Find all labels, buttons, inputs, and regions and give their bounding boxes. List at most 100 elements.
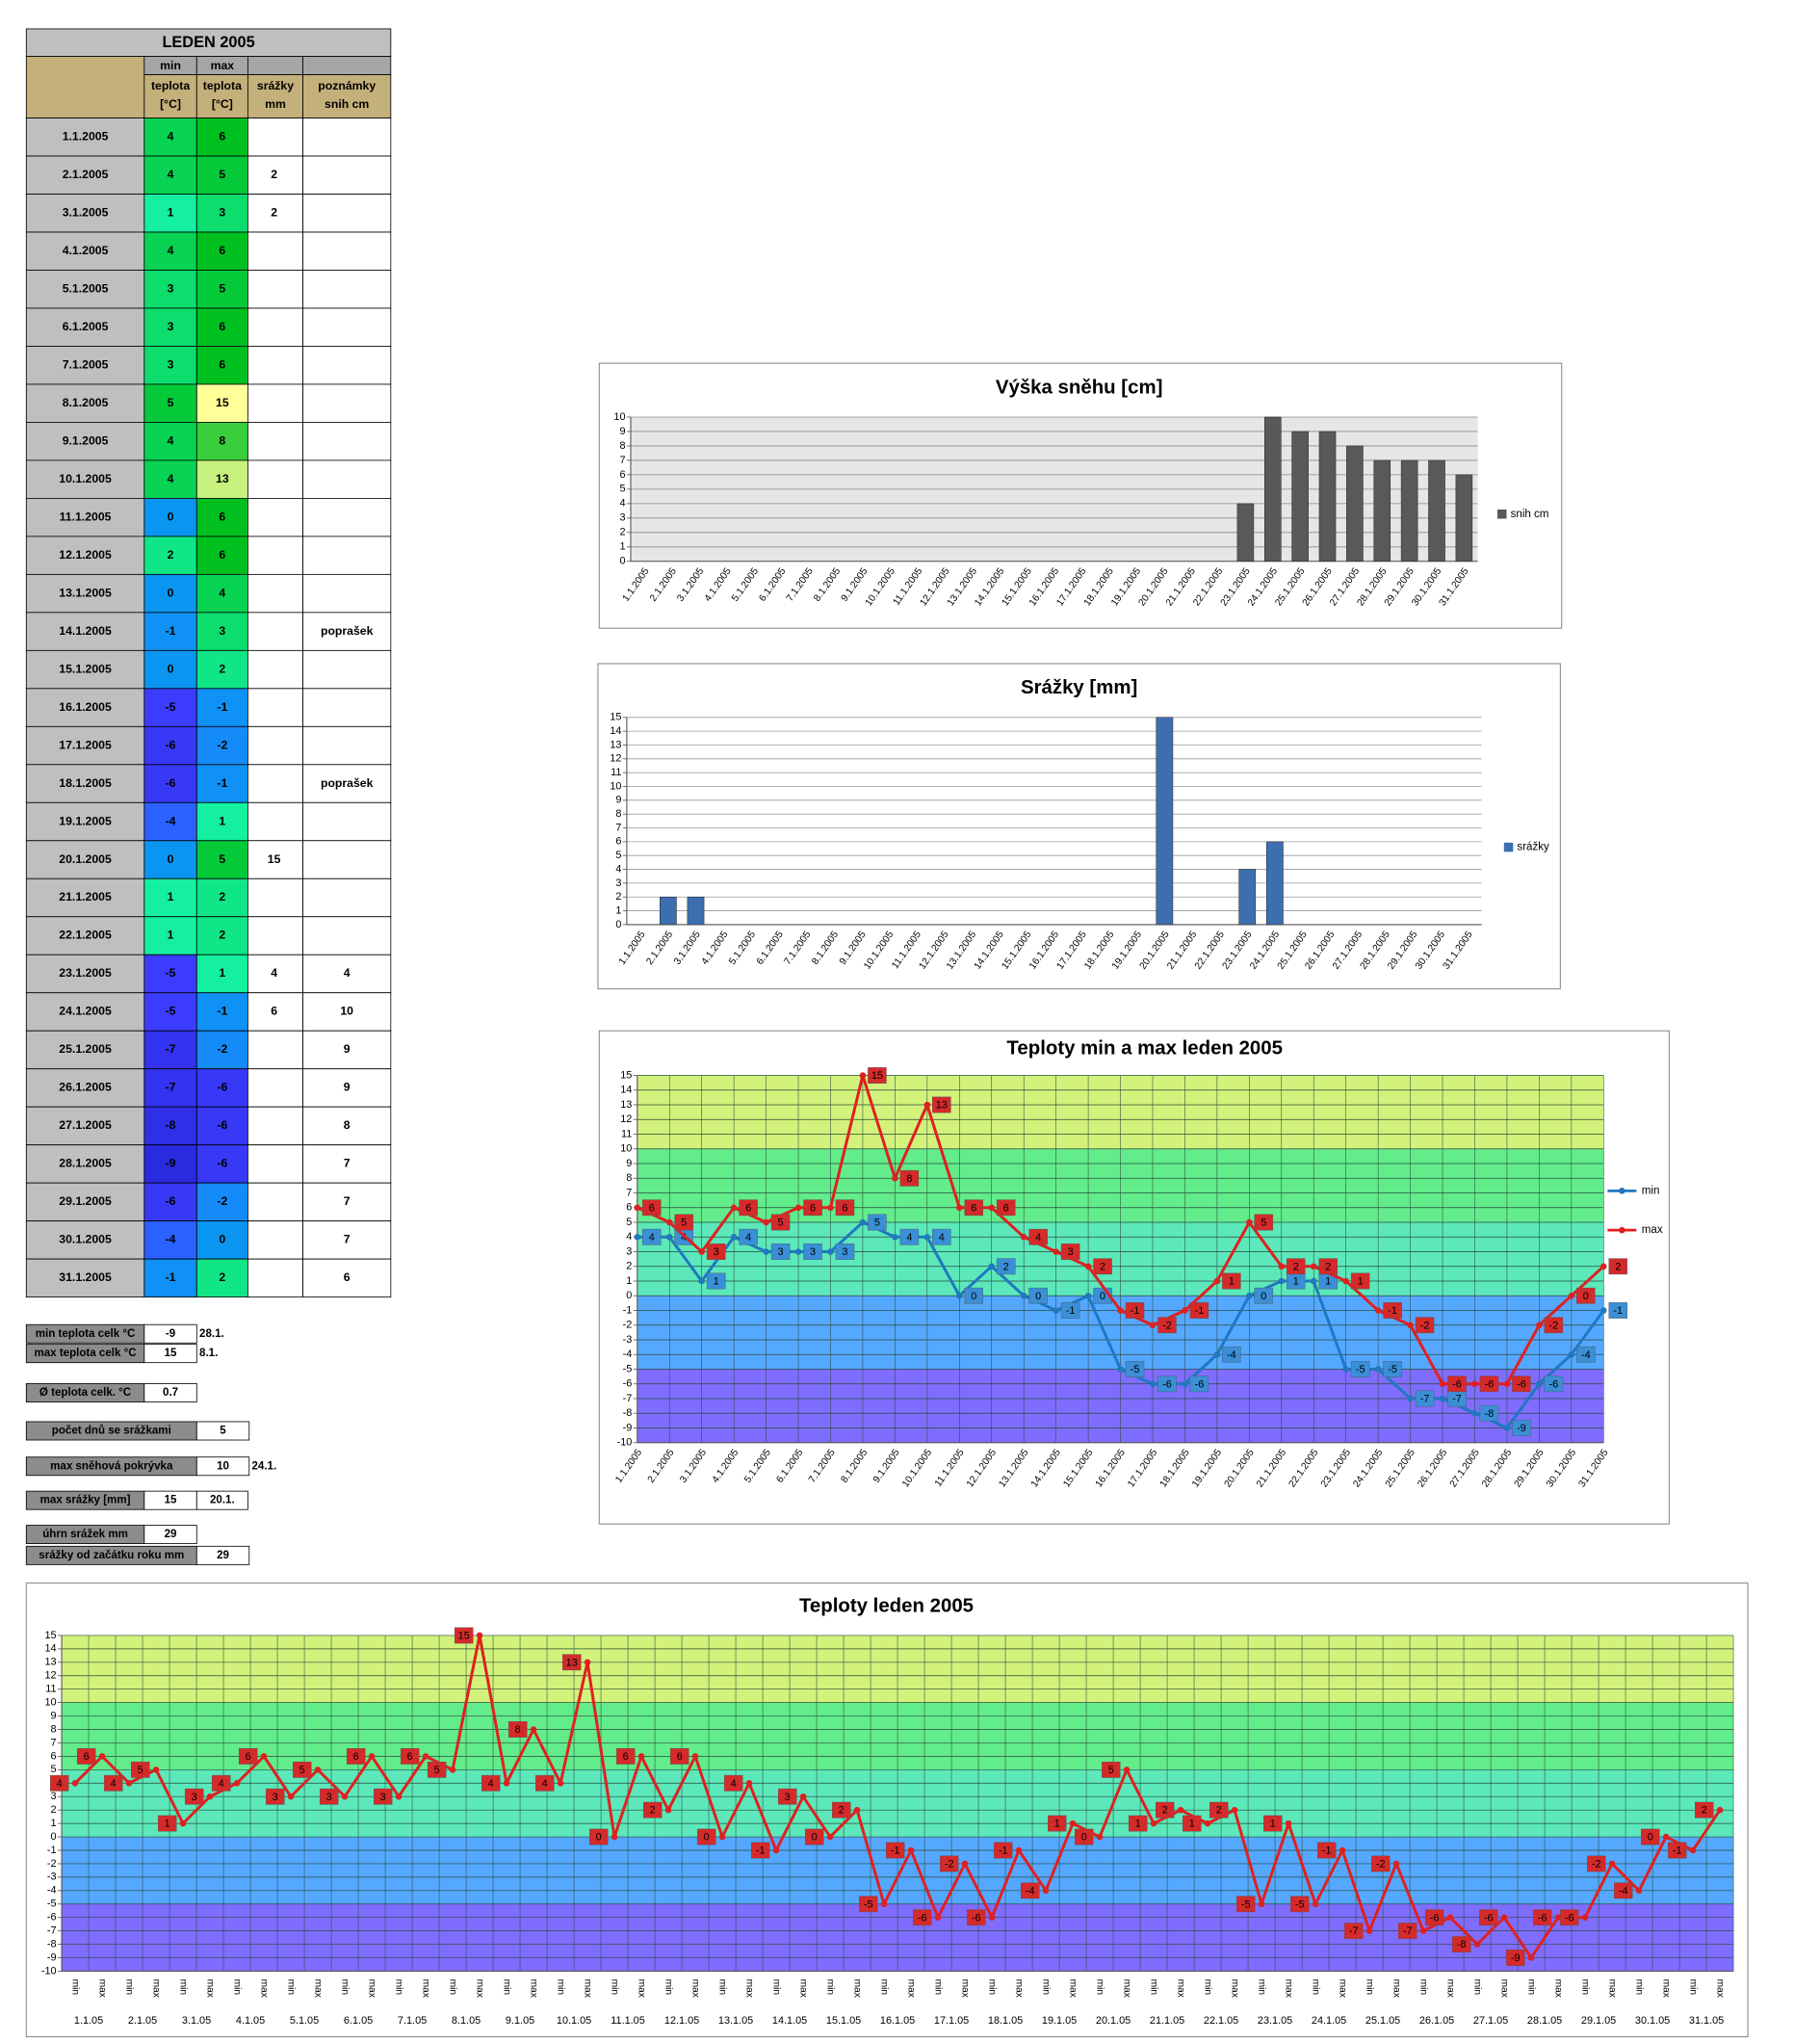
x-tick-label: min (1687, 1979, 1698, 1996)
x-tick-label: max (474, 1979, 484, 1998)
table-cell (143, 649, 197, 690)
data-label: 4 (111, 1778, 117, 1790)
table-cell (247, 1106, 303, 1146)
x-group-label: 17.1.05 (934, 2015, 969, 2027)
x-tick-label: max (1606, 1979, 1617, 1998)
data-label: 0 (1035, 1291, 1041, 1302)
marker (395, 1793, 403, 1800)
data-label-box (777, 1788, 797, 1805)
data-label-box (1383, 1302, 1402, 1319)
summary-value: 0.7 (163, 1387, 178, 1399)
summary-value-cell (143, 1323, 197, 1344)
data-label: -6 (1485, 1378, 1495, 1390)
data-label-box (1370, 1855, 1391, 1872)
marker (530, 1726, 537, 1733)
data-label: 3 (192, 1792, 197, 1803)
x-tick-label: max (1121, 1979, 1131, 1998)
data-label-box (238, 1748, 258, 1765)
marker (1503, 1380, 1511, 1388)
marker (476, 1632, 483, 1639)
y-tick-label: -8 (623, 1407, 633, 1419)
marker (763, 1248, 769, 1255)
marker (1568, 1292, 1575, 1299)
marker (1439, 1395, 1446, 1402)
data-label: 1 (165, 1819, 170, 1830)
table-cell (143, 307, 197, 347)
data-label: 5 (1108, 1765, 1114, 1776)
data-label: 5 (681, 1217, 687, 1229)
marker (98, 1753, 106, 1760)
marker (1123, 1767, 1131, 1773)
x-group-label: 12.1.05 (664, 2015, 699, 2027)
cell-value: 6 (219, 510, 225, 523)
table-cell (247, 383, 303, 423)
x-tick-label: min (716, 1979, 727, 1996)
x-tick-label: max (312, 1979, 323, 1998)
table-cell (247, 801, 303, 842)
y-tick-label: 5 (619, 484, 625, 495)
cell-value: 6 (344, 1270, 351, 1284)
data-label: 1 (1358, 1276, 1364, 1288)
data-label-box (292, 1761, 312, 1778)
marker (859, 1218, 867, 1226)
summary-note-cell (195, 1490, 248, 1510)
marker (557, 1780, 564, 1787)
y-tick-label: -1 (623, 1304, 633, 1316)
data-label-box (858, 1896, 878, 1913)
y-tick-label: 9 (619, 426, 625, 437)
cell-value: 4 (271, 966, 277, 980)
marker (1149, 1322, 1157, 1329)
data-label: -6 (918, 1912, 927, 1924)
marker (1662, 1833, 1670, 1841)
chart-title: Teploty min a max leden 2005 (1006, 1038, 1283, 1060)
x-tick-label: min (932, 1979, 943, 1996)
table-cell (302, 916, 392, 956)
bar (1318, 431, 1337, 563)
y-tick-label: 13 (620, 1099, 632, 1111)
date: 20.1.2005 (59, 852, 112, 866)
x-tick-label: min (663, 1979, 673, 1996)
x-tick-label: min (1633, 1979, 1644, 1996)
marker (745, 1780, 753, 1787)
marker (1084, 1292, 1092, 1299)
cell-value: -5 (166, 966, 176, 980)
summary-note: 24.1. (251, 1460, 276, 1472)
x-tick-label: min (555, 1979, 565, 1996)
data-label-box (427, 1761, 447, 1778)
x-group-label: 18.1.05 (988, 2015, 1023, 2027)
y-tick-label: 2 (51, 1804, 57, 1816)
marker (907, 1846, 915, 1854)
table-cell (195, 1258, 248, 1298)
marker (988, 1204, 996, 1212)
x-tick-label: min (123, 1979, 134, 1996)
table-cell (195, 536, 248, 575)
data-label-box (1668, 1842, 1687, 1859)
cell-value: 1 (219, 814, 225, 827)
table-cell (195, 916, 248, 956)
x-tick-label: max (1444, 1979, 1455, 1998)
marker (1285, 1819, 1292, 1827)
table-cell (143, 1106, 197, 1146)
marker (1527, 1954, 1535, 1961)
marker (923, 1101, 931, 1109)
marker (1117, 1366, 1124, 1373)
marker (1246, 1218, 1253, 1226)
table-cell (143, 840, 197, 879)
table-cell (25, 688, 145, 727)
data-label-box (1020, 1882, 1040, 1899)
x-group-label: 8.1.05 (452, 2015, 481, 2027)
date: 1.1.2005 (63, 130, 109, 144)
marker (1374, 1307, 1382, 1314)
marker (233, 1780, 241, 1787)
table-cell (302, 1182, 392, 1222)
table-cell (302, 764, 392, 803)
column-header: mm (265, 97, 286, 111)
bar (1263, 416, 1282, 563)
data-label: 3 (778, 1246, 784, 1258)
marker (449, 1767, 456, 1773)
marker (772, 1846, 780, 1854)
x-tick-label: min (609, 1979, 619, 1996)
y-tick-label: 3 (615, 877, 621, 889)
y-tick-label: 3 (51, 1791, 57, 1802)
column-header: snih cm (325, 97, 369, 111)
